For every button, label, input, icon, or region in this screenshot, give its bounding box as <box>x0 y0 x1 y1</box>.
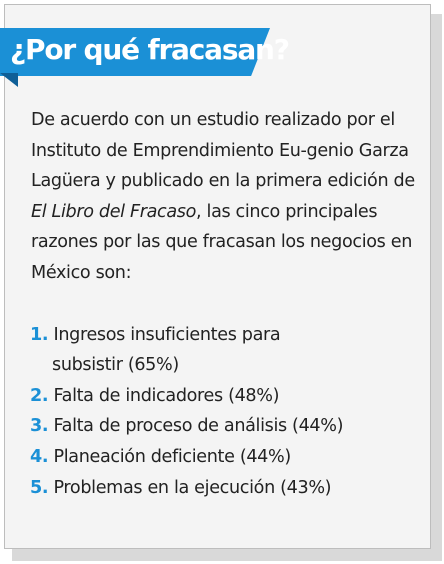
list-number: 2. <box>30 386 49 406</box>
list-item-text: Falta de indicadores (48%) <box>53 386 280 406</box>
title-banner <box>0 28 270 76</box>
list-item: 1. Ingresos insuficientes para <box>30 320 281 351</box>
info-card <box>4 4 431 549</box>
intro-text-start: De acuerdo con un estudio realizado por … <box>31 110 415 191</box>
list-item: 5. Problemas en la ejecución (43%) <box>30 473 332 504</box>
list-item-text: Falta de proceso de análisis (44%) <box>53 416 344 436</box>
page-title: ¿Por qué fracasan? <box>10 33 290 66</box>
book-title: El Libro del Fracaso <box>31 201 197 222</box>
list-number: 5. <box>30 478 49 498</box>
intro-text-end: , las cinco principales razones por las … <box>31 201 413 283</box>
list-item-text: subsistir (65%) <box>52 355 179 375</box>
list-number: 3. <box>30 416 49 436</box>
list-item: 3. Falta de proceso de análisis (44%) <box>30 411 343 442</box>
intro-paragraph: De acuerdo con un estudio realizado por … <box>31 105 416 288</box>
list-item-text: Ingresos insuficientes para <box>53 325 281 345</box>
list-item-text: Problemas en la ejecución (43%) <box>53 478 332 498</box>
list-number: 1. <box>30 325 49 345</box>
list-item: 4. Planeación deficiente (44%) <box>30 442 291 473</box>
list-item-text: Planeación deficiente (44%) <box>53 447 291 467</box>
list-item-continuation: subsistir (65%) <box>52 350 179 381</box>
list-number: 4. <box>30 447 49 467</box>
list-item: 2. Falta de indicadores (48%) <box>30 381 280 412</box>
